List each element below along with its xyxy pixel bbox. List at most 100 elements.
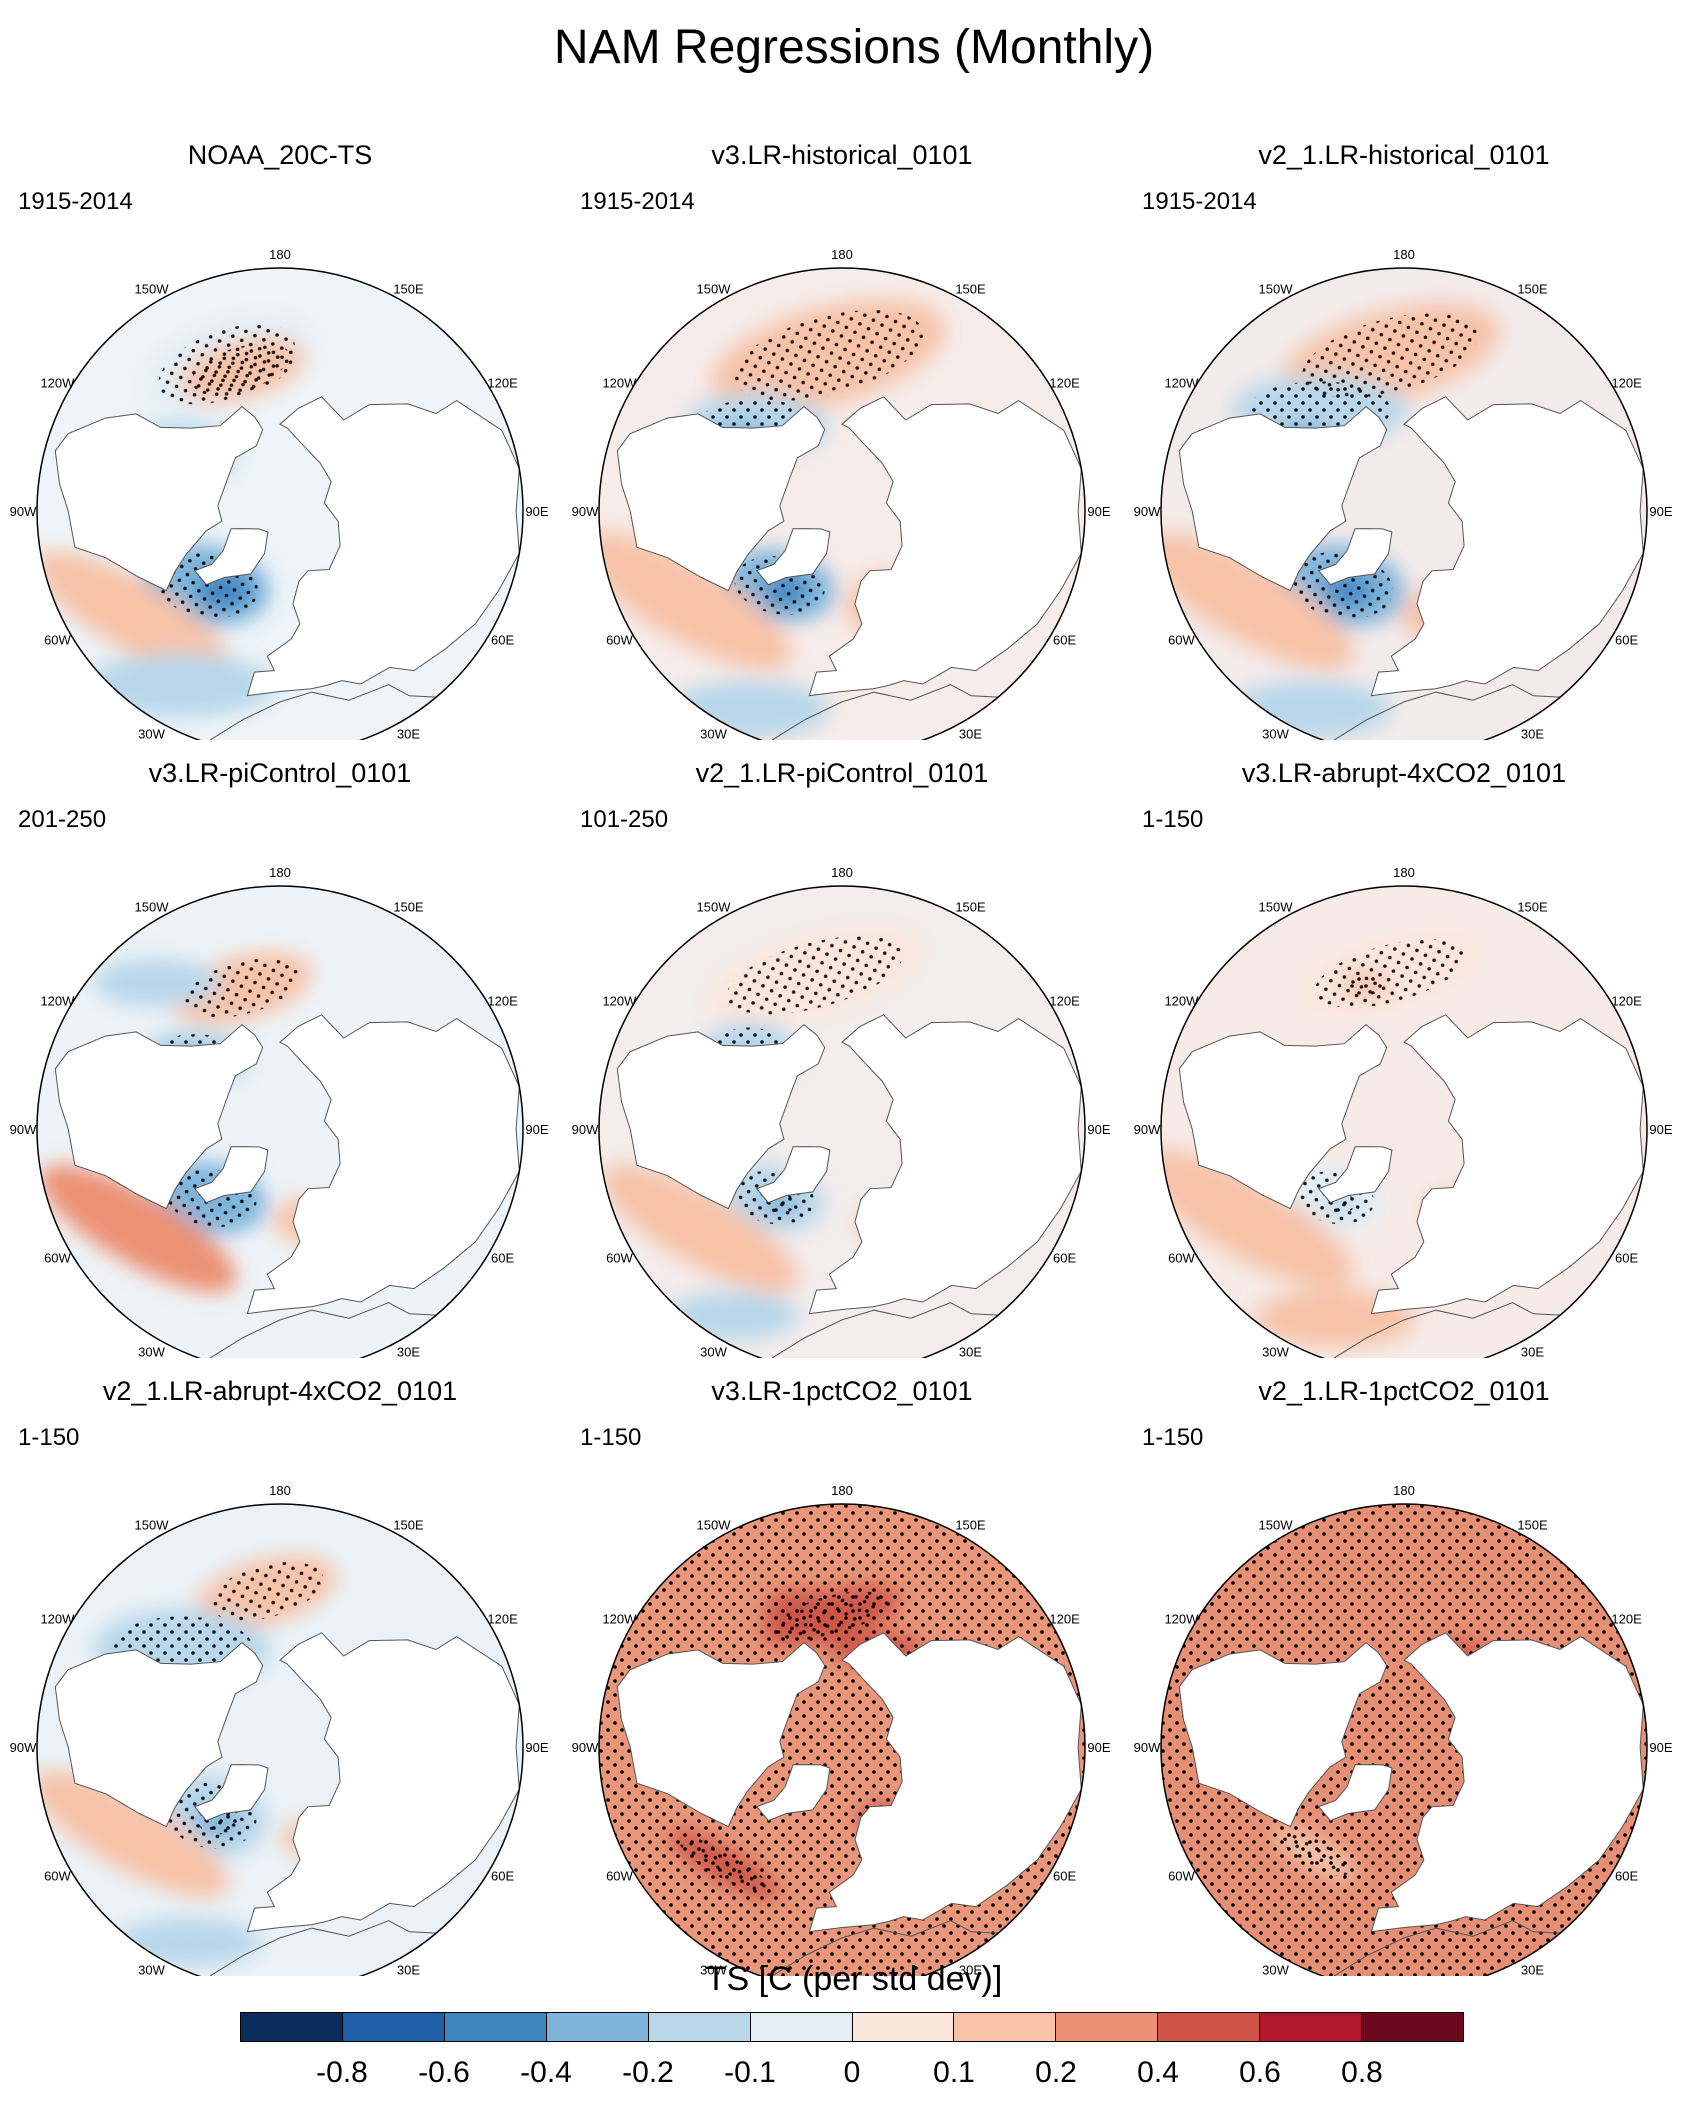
landmass	[1317, 1764, 1393, 1822]
longitude-label: 30W	[138, 727, 165, 740]
longitude-label: 60E	[1615, 1869, 1638, 1884]
longitude-label: 90W	[10, 1740, 37, 1755]
polar-map: 180150E120E90E60E30E030W60W90W120W150W	[572, 865, 1111, 1358]
longitude-label: 60W	[1168, 1251, 1195, 1266]
longitude-label: 60W	[44, 633, 71, 648]
longitude-label: 150E	[1517, 1517, 1548, 1532]
colorbar-tick-label: -0.8	[316, 2056, 368, 2089]
longitude-label: 30W	[138, 1963, 165, 1976]
longitude-label: 60W	[44, 1869, 71, 1884]
longitude-label: 120W	[602, 376, 637, 391]
landmass	[246, 1014, 520, 1315]
longitude-label: 30W	[138, 1345, 165, 1358]
polar-map: 180150E120E90E60E30E030W60W90W120W150W	[1134, 865, 1673, 1358]
longitude-label: 180	[831, 1483, 853, 1498]
map-panel: v3.LR-historical_0101 180 150E 120E 90E 60E 30…	[562, 140, 1122, 740]
period-label: 201-250	[18, 806, 107, 833]
colorbar-swatch	[546, 2013, 649, 2041]
colorbar-tick-label: 0	[843, 2056, 861, 2089]
longitude-label: 90E	[525, 1740, 548, 1755]
landmass	[755, 528, 831, 586]
landmass	[193, 1146, 269, 1204]
polar-map: 180150E120E90E60E30E030W60W90W120W150W	[1134, 1483, 1673, 1976]
map-panel: v3.LR-abrupt-4xCO2_0101 180 150E 120E 90E 60E…	[1124, 758, 1684, 1358]
longitude-label: 150W	[697, 281, 732, 296]
longitude-label: 90W	[1134, 1740, 1161, 1755]
longitude-label: 30W	[1262, 1345, 1289, 1358]
longitude-label: 60E	[491, 633, 514, 648]
panel-title: v3.LR-abrupt-4xCO2_0101	[1241, 758, 1567, 788]
colorbar-swatch	[648, 2013, 751, 2041]
longitude-label: 150W	[135, 1517, 170, 1532]
landmass	[755, 1764, 831, 1822]
longitude-label: 120W	[40, 376, 75, 391]
longitude-label: 180	[1393, 865, 1415, 880]
longitude-label: 90E	[1649, 1122, 1672, 1137]
map-panel: v2_1.LR-piControl_0101 180 150E 120E 90E 60E 3…	[562, 758, 1122, 1358]
longitude-label: 120E	[487, 376, 518, 391]
longitude-label: 180	[1393, 1483, 1415, 1498]
longitude-label: 150W	[135, 899, 170, 914]
longitude-label: 30E	[397, 1345, 420, 1358]
longitude-label: 90E	[1087, 504, 1110, 519]
longitude-label: 30E	[1521, 1963, 1544, 1976]
longitude-label: 120W	[1164, 1612, 1199, 1627]
panel-title: v2_1.LR-1pctCO2_0101	[1258, 1376, 1550, 1406]
colorbar-swatch	[750, 2013, 853, 2041]
longitude-label: 120E	[1049, 994, 1080, 1009]
longitude-label: 30E	[959, 727, 982, 740]
colorbar-title: TS [C (per std dev)]	[705, 1960, 1003, 1998]
landmass	[246, 396, 520, 697]
longitude-label: 30E	[1521, 1345, 1544, 1358]
longitude-label: 60E	[491, 1869, 514, 1884]
landmass	[808, 1632, 1082, 1933]
colorbar-swatch	[342, 2013, 445, 2041]
period-label: 101-250	[580, 806, 669, 833]
longitude-label: 150W	[135, 281, 170, 296]
longitude-label: 30E	[397, 727, 420, 740]
longitude-label: 120E	[487, 994, 518, 1009]
colorbar-swatch	[444, 2013, 547, 2041]
longitude-label: 120W	[40, 1612, 75, 1627]
period-label: 1915-2014	[580, 188, 695, 215]
longitude-label: 150E	[1517, 899, 1548, 914]
map-panel: NOAA_20C-TS180150E120E90E60E30E030W60W90…	[0, 140, 560, 740]
anomaly-region	[601, 1164, 799, 1293]
longitude-label: 120W	[602, 1612, 637, 1627]
longitude-label: 150W	[1259, 281, 1294, 296]
longitude-label: 150W	[1259, 1517, 1294, 1532]
longitude-label: 90E	[1087, 1740, 1110, 1755]
longitude-label: 30W	[1262, 727, 1289, 740]
map-panel: v3.LR-1pctCO2_0101180150E120E90E60E30E03…	[562, 1376, 1122, 1976]
longitude-label: 90W	[10, 1122, 37, 1137]
longitude-label: 60W	[606, 1869, 633, 1884]
longitude-label: 90E	[525, 504, 548, 519]
longitude-label: 30W	[1262, 1963, 1289, 1976]
map-panel: v2_1.LR-abrupt-4xCO2_0101 180 150E 120E 90E 6…	[0, 1376, 560, 1976]
longitude-label: 150W	[697, 899, 732, 914]
longitude-label: 150W	[697, 1517, 732, 1532]
longitude-label: 150E	[955, 1517, 986, 1532]
colorbar-swatch	[1158, 2013, 1261, 2041]
longitude-label: 150E	[1517, 281, 1548, 296]
colorbar-swatch	[1260, 2013, 1363, 2041]
landmass	[193, 1764, 269, 1822]
longitude-label: 60E	[491, 1251, 514, 1266]
landmass	[1178, 1641, 1388, 1828]
longitude-label: 60W	[606, 633, 633, 648]
colorbar-tick-label: 0.4	[1137, 2056, 1179, 2089]
longitude-label: 120E	[1049, 376, 1080, 391]
longitude-label: 180	[269, 247, 291, 262]
longitude-label: 30E	[959, 1345, 982, 1358]
longitude-label: 30E	[397, 1963, 420, 1976]
colorbar-tick-label: 0.2	[1035, 2056, 1077, 2089]
landmass	[1370, 396, 1644, 697]
colorbar-tick-label: -0.1	[724, 2056, 776, 2089]
landmass	[54, 1641, 264, 1828]
anomaly-region	[669, 680, 830, 739]
longitude-label: 120E	[1049, 1612, 1080, 1627]
anomaly-region	[117, 1918, 262, 1967]
map-panel: v2_1.LR-historical_0101 180 150E 120E 90E 60E…	[1124, 140, 1684, 740]
longitude-label: 180	[269, 1483, 291, 1498]
landmass	[1317, 1146, 1393, 1204]
